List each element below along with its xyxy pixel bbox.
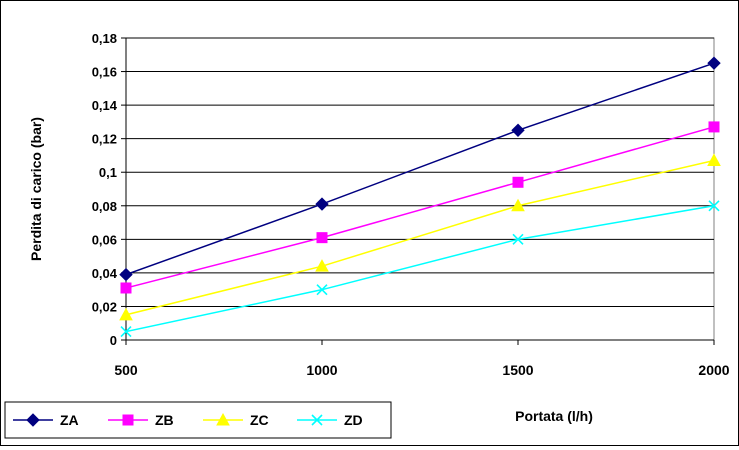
y-tick-label: 0,06 [92,232,117,247]
series-zb [120,121,720,294]
y-tick-label: 0,08 [92,199,117,214]
legend: ZA ZB ZC ZD [4,401,392,439]
plot-area [125,37,715,341]
series-zc [119,153,721,321]
y-axis-label: Perdita di carico (bar) [28,117,44,261]
x-tick-label: 2000 [698,362,729,378]
data-point-zd [512,233,524,245]
data-point-zb [316,232,328,244]
data-point-zc [315,259,329,272]
data-point-za [511,123,525,137]
series-line-za [125,62,715,276]
legend-label-za: ZA [60,412,79,428]
y-tick-label: 0,02 [92,299,117,314]
y-tick-label: 0,04 [92,266,118,281]
y-tick-label: 0,16 [92,65,117,80]
data-point-zb [708,121,720,133]
legend-label-zd: ZD [344,412,363,428]
data-point-zc [511,198,525,212]
legend-marker-zb [122,414,134,426]
x-tick-label: 1000 [306,362,337,378]
axes: 0 0,02 0,04 0,06 0,08 0,1 0,12 0,14 0,16 0,18 500 1… [92,31,730,378]
y-tick-label: 0,14 [92,98,118,113]
data-point-zd [316,284,328,296]
series-line-zc [125,159,715,316]
data-point-zb [512,176,524,188]
legend-label-zb: ZB [155,412,174,428]
series-group [119,56,721,338]
x-axis-label: Portata (l/h) [515,408,593,424]
y-tick-label: 0,12 [92,132,117,147]
x-tick-label: 1500 [502,362,533,378]
series-line-zd [125,205,715,333]
series-line-zb [125,126,715,289]
x-tick-label: 500 [114,362,138,378]
data-point-zb [120,282,132,294]
data-point-zc [707,153,721,166]
y-tick-label: 0 [110,333,117,348]
series-za [119,56,721,282]
data-point-zd [120,326,132,338]
data-point-zc [119,307,133,321]
series-zd [120,200,720,338]
data-point-za [119,267,133,282]
legend-marker-za [26,413,40,427]
legend-marker-zd [311,414,323,426]
y-tick-label: 0,18 [92,31,117,46]
legend-marker-zc [216,412,230,426]
data-point-za [707,56,721,70]
legend-label-zc: ZC [250,412,269,428]
data-point-zd [708,200,720,212]
y-tick-label: 0,1 [99,165,117,180]
data-point-za [315,197,329,211]
